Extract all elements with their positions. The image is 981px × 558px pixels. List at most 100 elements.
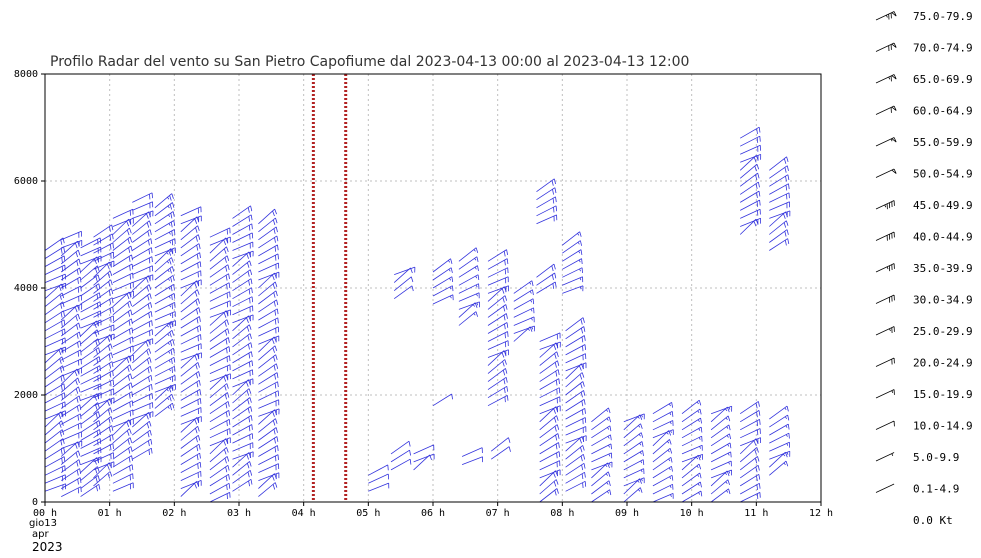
- wind-barb: [258, 472, 280, 481]
- wind-barb: [132, 447, 153, 460]
- wind-barb: [154, 320, 176, 329]
- wind-barb: [209, 227, 231, 238]
- wind-barb: [132, 374, 153, 388]
- wind-barb: [180, 316, 201, 329]
- wind-barb: [60, 377, 80, 393]
- wind-barb: [209, 264, 230, 278]
- wind-barb: [591, 452, 613, 463]
- legend-label: 25.0-29.9: [913, 325, 973, 338]
- wind-barb: [209, 364, 231, 374]
- wind-barb: [623, 477, 645, 487]
- wind-barb: [60, 404, 82, 417]
- wind-barb: [154, 385, 174, 401]
- wind-barb: [710, 479, 730, 495]
- wind-barb: [591, 462, 610, 479]
- wind-barb: [539, 433, 560, 447]
- wind-barb: [154, 220, 176, 233]
- wind-barb: [180, 234, 201, 249]
- legend-label: 75.0-79.9: [913, 10, 973, 23]
- wind-barb: [132, 438, 153, 452]
- wind-barb: [652, 465, 673, 479]
- wind-barb: [232, 241, 254, 251]
- wind-barb: [232, 296, 253, 308]
- wind-barb: [132, 329, 153, 340]
- wind-barb: [154, 311, 176, 321]
- wind-barb: [44, 310, 65, 324]
- wind-barb: [80, 483, 101, 497]
- x-tick-label: 01 h: [98, 508, 122, 519]
- wind-barb: [132, 229, 152, 243]
- wind-barb: [681, 490, 703, 503]
- wind-barb: [154, 266, 175, 281]
- wind-barb: [44, 273, 66, 283]
- wind-barb: [258, 418, 278, 433]
- wind-barb: [565, 435, 587, 444]
- wind-barb: [154, 211, 175, 225]
- wind-barb: [44, 383, 66, 396]
- wind-barb: [458, 302, 478, 318]
- x-year-label: 2023: [32, 540, 63, 554]
- wind-barb: [44, 365, 65, 380]
- wind-barb: [132, 265, 153, 275]
- wind-barb: [739, 410, 761, 423]
- wind-barb: [591, 425, 612, 439]
- wind-barb: [93, 388, 115, 399]
- wind-barb: [232, 205, 253, 219]
- wind-barb: [740, 428, 761, 439]
- wind-barb: [154, 356, 176, 369]
- wind-barb: [487, 368, 508, 382]
- wind-barb: [180, 407, 202, 417]
- wind-barb: [132, 338, 154, 348]
- wind-barb: [232, 333, 252, 348]
- wind-barb: [258, 299, 279, 313]
- wind-barb: [232, 324, 252, 340]
- wind-barb: [180, 352, 202, 361]
- wind-barb: [769, 174, 790, 187]
- wind-barb: [539, 405, 561, 415]
- wind-barb: [112, 318, 133, 332]
- x-tick-label: 04 h: [292, 508, 316, 519]
- legend-barb: [875, 231, 895, 241]
- wind-barb: [623, 459, 645, 471]
- wind-barb: [112, 309, 133, 324]
- wind-barb: [458, 311, 478, 326]
- wind-barb: [180, 289, 200, 305]
- wind-barb: [93, 407, 113, 423]
- wind-barb: [80, 274, 100, 289]
- wind-barb: [562, 285, 584, 294]
- wind-barb: [132, 402, 154, 412]
- wind-barb: [258, 390, 279, 401]
- wind-barbs: [44, 126, 791, 503]
- wind-barb: [769, 183, 790, 195]
- wind-barb: [458, 265, 479, 278]
- wind-barb: [61, 367, 82, 377]
- wind-barb: [232, 314, 254, 324]
- wind-barb: [740, 217, 761, 227]
- wind-barb: [112, 345, 134, 356]
- wind-barb: [209, 255, 230, 270]
- wind-barb: [44, 392, 66, 404]
- missing-data-markers: [311, 74, 348, 502]
- wind-barb: [132, 238, 153, 251]
- wind-barb: [652, 493, 674, 503]
- wind-barb: [769, 210, 791, 219]
- wind-barb: [132, 192, 153, 203]
- wind-barb: [681, 463, 702, 479]
- wind-barb: [61, 422, 82, 433]
- wind-barb: [209, 464, 230, 479]
- wind-barb: [61, 294, 82, 305]
- wind-barb: [565, 362, 587, 372]
- wind-barb: [623, 487, 643, 503]
- wind-barb: [681, 472, 702, 487]
- wind-barb: [44, 429, 65, 444]
- wind-barb: [209, 383, 229, 399]
- wind-barb: [154, 248, 174, 265]
- wind-barb: [413, 453, 435, 463]
- wind-barb: [458, 274, 480, 286]
- wind-barb: [591, 461, 613, 471]
- wind-barb: [209, 473, 230, 487]
- wind-barb: [232, 287, 253, 300]
- wind-barb: [232, 278, 253, 292]
- wind-barb: [93, 370, 114, 382]
- wind-barb: [739, 401, 760, 415]
